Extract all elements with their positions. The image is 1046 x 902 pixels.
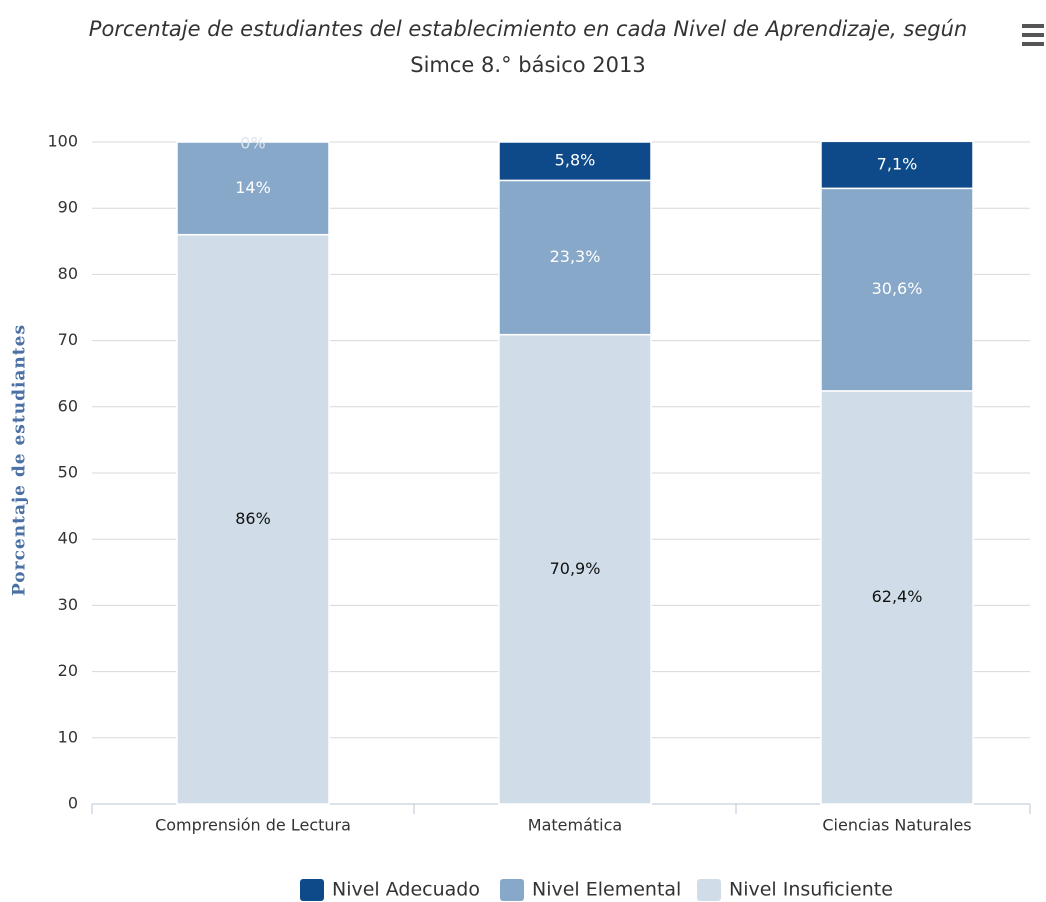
x-tick-label: Matemática (528, 816, 622, 835)
bar-segment (820, 187, 974, 392)
data-label: 86% (235, 509, 271, 528)
legend-label: Nivel Adecuado (332, 879, 480, 901)
menu-button[interactable] (1022, 24, 1044, 46)
menu-bar (1022, 33, 1044, 37)
legend-label: Nivel Insuficiente (729, 879, 893, 901)
y-tick-label: 50 (58, 463, 78, 482)
data-label: 30,6% (872, 279, 923, 298)
data-label: 23,3% (550, 247, 601, 266)
y-tick-label: 10 (58, 727, 78, 746)
y-tick-label: 70 (58, 330, 78, 349)
data-label: 0% (240, 134, 265, 153)
chart-title: Porcentaje de estudiantes del establecim… (89, 17, 967, 41)
x-tick-label: Ciencias Naturales (822, 816, 971, 835)
y-axis-label: Porcentaje de estudiantes (10, 324, 30, 596)
legend-swatch (500, 879, 524, 901)
y-tick-label: 30 (58, 595, 78, 614)
menu-bar (1022, 24, 1044, 28)
y-tick-label: 20 (58, 661, 78, 680)
chart-title: Simce 8.° básico 2013 (410, 53, 645, 77)
data-label: 7,1% (877, 154, 918, 173)
x-tick-label: Comprensión de Lectura (155, 816, 351, 835)
legend-swatch (300, 879, 324, 901)
bar-segment (176, 233, 330, 805)
menu-bar (1022, 42, 1044, 46)
y-tick-label: 90 (58, 198, 78, 217)
data-label: 14% (235, 178, 271, 197)
data-label: 5,8% (555, 151, 596, 170)
y-tick-label: 80 (58, 264, 78, 283)
y-tick-label: 100 (47, 132, 78, 151)
bar-segment (820, 390, 974, 805)
legend-label: Nivel Elemental (532, 879, 681, 901)
y-tick-label: 0 (68, 794, 78, 813)
legend-swatch (697, 879, 721, 901)
data-label: 70,9% (550, 559, 601, 578)
bar-segment (498, 141, 652, 182)
data-label: 62,4% (872, 587, 923, 606)
bar-segment (820, 140, 974, 190)
bar-segment (498, 179, 652, 336)
bar-segment (176, 141, 330, 236)
y-tick-label: 60 (58, 396, 78, 415)
bar-segment (498, 333, 652, 805)
y-tick-label: 40 (58, 529, 78, 548)
